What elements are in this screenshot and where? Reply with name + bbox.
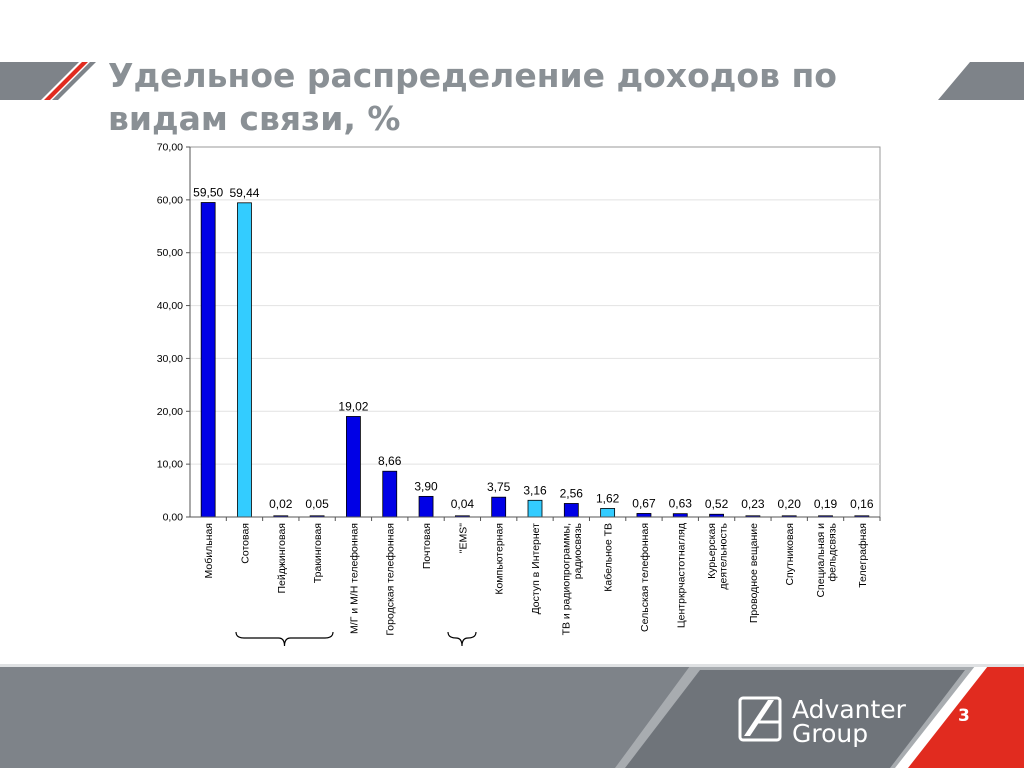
category-label: Компьютерная — [494, 523, 506, 595]
value-label: 2,56 — [560, 486, 584, 500]
value-label: 0,04 — [451, 497, 475, 511]
category-label: "EMS" — [457, 523, 469, 553]
value-label: 0,19 — [814, 497, 838, 511]
y-tick-label: 70,00 — [157, 142, 183, 154]
slide-title: Удельное распределение доходов по видам … — [108, 56, 837, 138]
category-label: Мобильная — [203, 523, 215, 579]
y-tick-label: 50,00 — [157, 247, 183, 259]
value-label: 3,75 — [487, 480, 511, 494]
value-label: 0,67 — [632, 496, 656, 510]
category-label-line: фельдсвязь — [826, 522, 838, 581]
category-label-line: Спутниковая — [784, 523, 796, 586]
y-tick-label: 30,00 — [157, 353, 183, 365]
value-label: 0,16 — [850, 497, 874, 511]
y-tick-label: 20,00 — [157, 406, 183, 418]
category-label: ТВ и радиопрограммы, радиосвязь — [561, 522, 585, 635]
value-label: 1,62 — [596, 491, 620, 505]
category-label: Доступ в Интернет — [530, 523, 542, 615]
brackets-layer — [235, 631, 623, 691]
y-tick-label: 60,00 — [157, 194, 183, 206]
category-label-line: Кабельное ТВ — [603, 523, 615, 592]
grid-layer — [189, 146, 881, 518]
category-label-line: Телеграфная — [857, 523, 869, 588]
value-label: 19,02 — [338, 399, 368, 413]
category-label: Кабельное ТВ — [603, 523, 615, 592]
value-label: 0,63 — [669, 497, 693, 511]
category-label-line: радиосвязь — [572, 522, 584, 579]
value-label: 0,20 — [778, 497, 802, 511]
bar — [418, 495, 434, 518]
bar — [382, 470, 398, 518]
category-label-line: Тракинговая — [312, 523, 324, 583]
value-label: 0,23 — [741, 497, 765, 511]
category-label-line: Компьютерная — [494, 523, 506, 595]
value-label: 8,66 — [378, 454, 402, 468]
value-label: 59,44 — [229, 186, 259, 200]
bar — [527, 499, 543, 518]
category-label: Сотовая — [239, 523, 251, 564]
category-label-line: Сотовая — [239, 523, 251, 564]
category-label-line: "EMS" — [457, 523, 469, 553]
bar — [491, 496, 507, 518]
category-label: Центркрчастотнагляд — [675, 523, 687, 628]
category-label-line: Центркрчастотнагляд — [675, 523, 687, 628]
bracket-group-3 — [517, 675, 547, 691]
bar — [200, 202, 216, 518]
page-number: 3 — [958, 706, 970, 726]
category-label: М/Г и М/Н телефонная — [348, 523, 360, 634]
category-label: Телеграфная — [857, 523, 869, 588]
category-label-line: Проводное вещание — [748, 523, 760, 623]
y-tick-label: 40,00 — [157, 300, 183, 312]
category-label-line: Почтовая — [421, 523, 433, 569]
y-tick-label: 0,00 — [163, 512, 184, 524]
category-label: Городская телефонная — [385, 523, 397, 636]
category-label: Специальная и фельдсвязь — [815, 522, 839, 597]
value-label: 0,52 — [705, 497, 729, 511]
y-tick-label: 10,00 — [157, 459, 183, 471]
category-label-line: Специальная и — [815, 523, 827, 598]
bar — [636, 513, 652, 518]
plot-frame — [189, 146, 881, 518]
category-label-line: М/Г и М/Н телефонная — [348, 523, 360, 634]
value-label: 3,16 — [523, 483, 547, 497]
labels-layer: 59,50 Мобильная 59,44 Сотовая 0,02 Пейджингов… — [193, 186, 874, 636]
value-label: 0,05 — [305, 497, 329, 511]
category-label: Тракинговая — [312, 523, 324, 583]
bar — [346, 416, 361, 518]
axis-layer: 0,00 10,00 20,00 30,00 40,00 50,00 60,00 70,00 — [157, 142, 881, 524]
category-label: Пейджинговая — [276, 523, 288, 594]
category-label-line: Городская телефонная — [385, 523, 397, 636]
bracket-group-2 — [447, 631, 477, 647]
value-label: 0,02 — [269, 497, 293, 511]
category-label-line: Курьерская — [706, 523, 718, 579]
logo-line1: Advanter — [792, 695, 906, 724]
category-label-line: Доступ в Интернет — [530, 523, 542, 615]
category-label-line: ТВ и радиопрограммы, — [561, 523, 573, 635]
category-label-line: Сельская телефонная — [639, 523, 651, 632]
category-label: Почтовая — [421, 523, 433, 569]
bar — [237, 202, 252, 518]
bar — [563, 503, 579, 518]
category-label-line: Пейджинговая — [276, 523, 288, 594]
category-label: Сельская телефонная — [639, 523, 651, 632]
value-label: 3,90 — [414, 479, 438, 493]
category-label: Спутниковая — [784, 523, 796, 586]
category-label-line: деятельность — [717, 522, 729, 589]
logo-line2: Group — [792, 719, 869, 748]
bracket-group-4 — [593, 675, 623, 691]
category-label-line: Мобильная — [203, 523, 215, 579]
bars-layer — [200, 202, 870, 518]
bar — [600, 508, 616, 518]
bracket-group-1 — [235, 631, 334, 647]
category-label: Проводное вещание — [748, 523, 760, 623]
category-label: Курьерская деятельность — [706, 522, 730, 589]
value-label: 59,50 — [193, 186, 223, 200]
